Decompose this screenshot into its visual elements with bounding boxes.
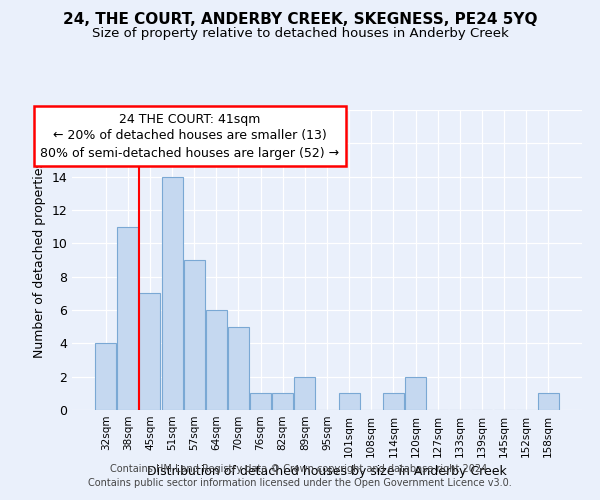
Y-axis label: Number of detached properties: Number of detached properties xyxy=(33,162,46,358)
Bar xyxy=(184,260,205,410)
Text: 24, THE COURT, ANDERBY CREEK, SKEGNESS, PE24 5YQ: 24, THE COURT, ANDERBY CREEK, SKEGNESS, … xyxy=(63,12,537,28)
Bar xyxy=(383,394,404,410)
Bar xyxy=(272,394,293,410)
Bar xyxy=(95,344,116,410)
Bar xyxy=(228,326,249,410)
Bar xyxy=(538,394,559,410)
Text: 24 THE COURT: 41sqm
← 20% of detached houses are smaller (13)
80% of semi-detach: 24 THE COURT: 41sqm ← 20% of detached ho… xyxy=(40,112,340,160)
Text: Size of property relative to detached houses in Anderby Creek: Size of property relative to detached ho… xyxy=(92,28,508,40)
Bar xyxy=(139,294,160,410)
Text: Contains HM Land Registry data © Crown copyright and database right 2024.
Contai: Contains HM Land Registry data © Crown c… xyxy=(88,464,512,487)
Bar xyxy=(295,376,316,410)
Bar xyxy=(161,176,182,410)
Bar xyxy=(118,226,139,410)
Bar xyxy=(405,376,426,410)
X-axis label: Distribution of detached houses by size in Anderby Creek: Distribution of detached houses by size … xyxy=(147,466,507,478)
Bar xyxy=(338,394,359,410)
Bar xyxy=(250,394,271,410)
Bar xyxy=(206,310,227,410)
